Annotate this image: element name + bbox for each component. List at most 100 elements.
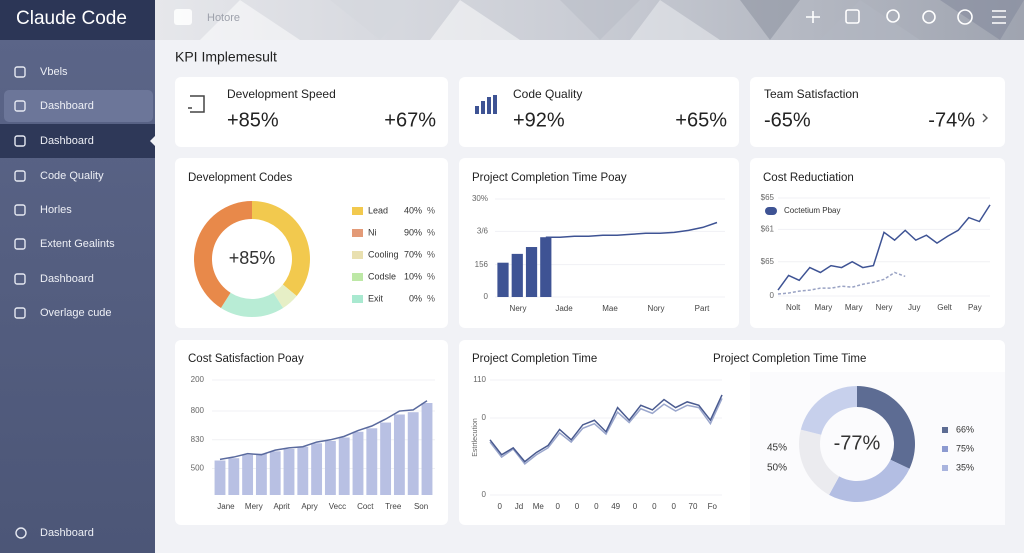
x-tick-label: 0 xyxy=(575,502,580,511)
x-tick-label: Tree xyxy=(385,502,402,511)
icon[interactable] xyxy=(957,9,973,25)
icon[interactable] xyxy=(806,11,820,23)
legend-swatch xyxy=(765,207,777,215)
x-tick-label: 70 xyxy=(689,502,698,511)
top-texture xyxy=(200,0,1024,40)
kpi-icon xyxy=(188,95,205,113)
search-text[interactable]: Hotore xyxy=(207,12,240,24)
legend-value: 70% xyxy=(404,249,422,259)
card xyxy=(175,158,448,328)
bar xyxy=(283,449,295,495)
nav-icon xyxy=(14,204,26,216)
card xyxy=(750,158,1005,328)
x-tick-label: Jd xyxy=(515,502,523,511)
nav-icon xyxy=(14,273,26,285)
kpi-value: +67% xyxy=(384,109,436,131)
bar xyxy=(338,437,350,495)
x-tick-label: Nolt xyxy=(786,303,801,312)
bar xyxy=(255,453,267,495)
bar xyxy=(324,440,336,495)
nav-item[interactable]: Dashboard xyxy=(40,527,94,539)
nav-item[interactable]: Horles xyxy=(40,204,72,216)
line xyxy=(777,204,991,291)
donut-segment xyxy=(799,429,840,495)
bar xyxy=(352,431,364,495)
nav-item[interactable]: Dashboard xyxy=(40,100,94,112)
legend-unit: % xyxy=(427,227,435,237)
x-tick-label: Mary xyxy=(845,303,863,312)
x-tick-label: Pay xyxy=(968,303,982,312)
y-tick-label: $65 xyxy=(761,193,775,202)
panel-title: Project Completion Time xyxy=(472,353,597,365)
y-tick-label: 0 xyxy=(770,291,775,300)
y-tick-label: 0 xyxy=(482,490,487,499)
legend-swatch xyxy=(352,251,363,259)
legend-swatch xyxy=(942,427,948,433)
nav-item[interactable]: Dashboard xyxy=(40,273,94,285)
icon[interactable] xyxy=(886,9,900,23)
icon[interactable] xyxy=(922,10,936,24)
x-tick-label: Coct xyxy=(357,502,374,511)
card xyxy=(175,340,448,525)
nav-hover xyxy=(4,90,153,122)
x-tick-label: 0 xyxy=(555,502,560,511)
legend-value: 35% xyxy=(956,462,974,472)
y-tick-label: 500 xyxy=(191,464,205,473)
search-icon[interactable] xyxy=(174,9,192,25)
bar xyxy=(214,460,226,495)
nav-item[interactable]: Extent Gealints xyxy=(40,238,115,250)
chevron[interactable] xyxy=(982,113,988,123)
legend-unit: % xyxy=(427,205,435,215)
legend-name: Coctetium Pbay xyxy=(784,206,840,215)
legend-name: Ni xyxy=(368,227,377,237)
legend-value: 66% xyxy=(956,424,974,434)
panel-title: Cost Satisfaction Poay xyxy=(188,353,304,365)
page-title: KPI Implemesult xyxy=(175,49,277,65)
bar xyxy=(366,428,378,495)
y-tick-label: 30% xyxy=(472,194,488,203)
bar xyxy=(269,451,281,495)
donut-center: +85% xyxy=(229,248,276,268)
x-tick-label: Jade xyxy=(555,304,573,313)
legend-unit: % xyxy=(427,293,435,303)
x-tick-label: Jane xyxy=(217,502,235,511)
x-tick-label: Nery xyxy=(510,304,527,313)
kpi-value: +85% xyxy=(227,109,279,131)
x-tick-label: Gelt xyxy=(937,303,952,312)
nav-icon xyxy=(14,100,26,112)
line xyxy=(777,271,906,295)
legend-value: 75% xyxy=(956,443,974,453)
legend-swatch xyxy=(352,273,363,281)
icon[interactable] xyxy=(992,10,1006,24)
y-tick-label: $65 xyxy=(761,257,775,266)
kpi-title: Code Quality xyxy=(513,87,582,101)
x-tick-label: 0 xyxy=(594,502,599,511)
nav-item[interactable]: Vbels xyxy=(40,66,68,78)
panel-title: Project Completion Time Poay xyxy=(472,172,627,184)
y-tick-label: 110 xyxy=(473,375,486,384)
card xyxy=(175,77,448,147)
y-tick-label: 200 xyxy=(191,375,205,384)
x-tick-label: Juy xyxy=(908,303,920,312)
legend-swatch xyxy=(352,229,363,237)
kpi-value: -65% xyxy=(764,109,811,131)
donut-segment xyxy=(829,459,910,502)
nav-item[interactable]: Code Quality xyxy=(40,170,104,182)
nav-item[interactable]: Dashboard xyxy=(40,135,94,147)
nav-icon xyxy=(14,307,26,319)
logo-area xyxy=(0,0,155,40)
y-tick-label: 156 xyxy=(475,260,489,269)
legend-name: Cooling xyxy=(368,249,399,259)
icon[interactable] xyxy=(845,9,860,24)
nav-icon xyxy=(14,135,26,147)
x-tick-label: Aprit xyxy=(273,502,290,511)
nav-item[interactable]: Overlage cude xyxy=(40,307,112,319)
legend-swatch xyxy=(352,207,363,215)
legend-unit: % xyxy=(427,249,435,259)
x-tick-label: 0 xyxy=(671,502,676,511)
donut-segment xyxy=(800,386,857,435)
x-tick-label: 49 xyxy=(611,502,620,511)
donut-segment xyxy=(252,201,310,296)
donut-segment xyxy=(220,292,284,317)
